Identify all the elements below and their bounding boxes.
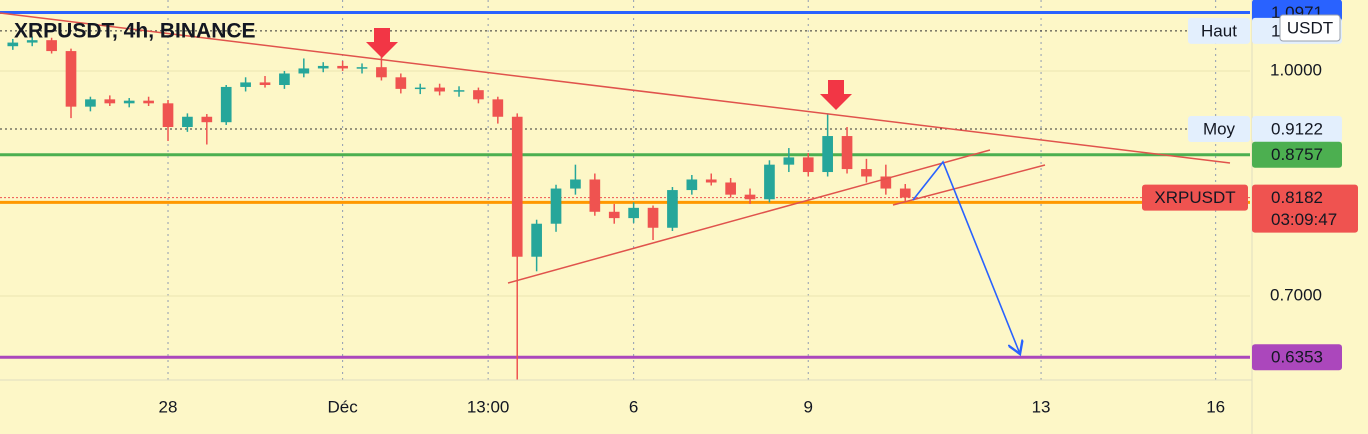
candle-body: [356, 67, 368, 69]
candle-body: [686, 179, 698, 191]
x-tick-label: 13:00: [467, 397, 510, 416]
x-tick-label: 6: [629, 397, 638, 416]
candle-body: [473, 90, 484, 100]
down-arrow: [820, 80, 852, 110]
currency: USDT: [1287, 18, 1333, 37]
candle-body: [589, 179, 601, 212]
current-price-box: [1252, 184, 1358, 233]
candle-body: [259, 82, 271, 85]
x-tick-label: 13: [1032, 397, 1051, 416]
candle-body: [201, 116, 213, 123]
candle-body: [647, 207, 659, 228]
candle-body: [725, 182, 736, 195]
price-label: 1: [1271, 21, 1280, 40]
trend-line: [892, 164, 1046, 206]
projection-arrow: [912, 160, 1020, 354]
price-label-box: [1252, 141, 1342, 168]
candle-body: [337, 65, 348, 69]
candle-body: [783, 157, 795, 165]
candle-body: [317, 65, 329, 69]
price-label-box: [1252, 115, 1342, 142]
x-tick-label: Déc: [328, 397, 359, 416]
x-tick-label: 28: [159, 397, 178, 416]
candle-body: [85, 99, 96, 107]
current-price: 0.8182: [1271, 188, 1323, 207]
candle-body: [376, 67, 387, 78]
candle-body: [550, 188, 562, 224]
candle-body: [570, 179, 581, 189]
trend-line: [0, 12, 1231, 164]
candle-body: [744, 194, 756, 200]
trend-line: [507, 149, 991, 284]
candle-body: [7, 42, 19, 47]
candle-body: [492, 99, 504, 117]
currency-box: [1279, 14, 1341, 42]
countdown: 03:09:47: [1271, 210, 1337, 229]
candle-body: [46, 40, 57, 52]
candle-body: [764, 164, 775, 200]
candle-body: [861, 169, 872, 177]
candle-body: [123, 100, 135, 104]
candle-body: [279, 73, 290, 85]
candle-body: [143, 100, 154, 104]
level-name: Haut: [1201, 21, 1237, 40]
candle-body: [511, 116, 523, 257]
candle-body: [628, 207, 639, 219]
y-tick-label: 1.0000: [1270, 60, 1322, 79]
candle-body: [182, 116, 193, 128]
chart-title: XRPUSDT, 4h, BINANCE: [14, 20, 256, 43]
down-arrow: [366, 28, 398, 58]
y-tick-label: 0.7000: [1270, 286, 1322, 305]
level-name-box: [1188, 115, 1250, 142]
drawings: [0, 12, 1231, 354]
candle-body: [802, 157, 814, 173]
candle-body: [395, 77, 407, 89]
candle-body: [899, 188, 911, 198]
candle-body: [298, 68, 310, 74]
symbol-box: [1142, 184, 1248, 211]
candle-body: [65, 51, 77, 107]
candle-body: [434, 87, 445, 92]
x-tick-label: 9: [804, 397, 813, 416]
candle-body: [608, 211, 620, 219]
candle-body: [414, 87, 426, 90]
candle-body: [531, 223, 542, 257]
candle-body: [26, 40, 38, 43]
candle-body: [880, 176, 892, 189]
price-label-box: [1252, 344, 1342, 371]
candle-body: [162, 103, 174, 128]
candle-body: [453, 90, 465, 92]
candle-body: [822, 136, 833, 173]
level-name-box: [1188, 17, 1250, 44]
candle-body: [240, 82, 251, 87]
price-label: 0.9122: [1271, 119, 1323, 138]
price-label: 0.6353: [1271, 348, 1323, 367]
symbol-label: XRPUSDT: [1154, 188, 1235, 207]
candle-body: [104, 99, 116, 104]
candle-body: [841, 136, 853, 170]
candle-body: [667, 190, 678, 228]
price-label: 0.8757: [1271, 145, 1323, 164]
level-name: Moy: [1203, 119, 1236, 138]
x-tick-label: 16: [1206, 397, 1225, 416]
candle-body: [220, 86, 232, 123]
candle-body: [705, 179, 717, 183]
